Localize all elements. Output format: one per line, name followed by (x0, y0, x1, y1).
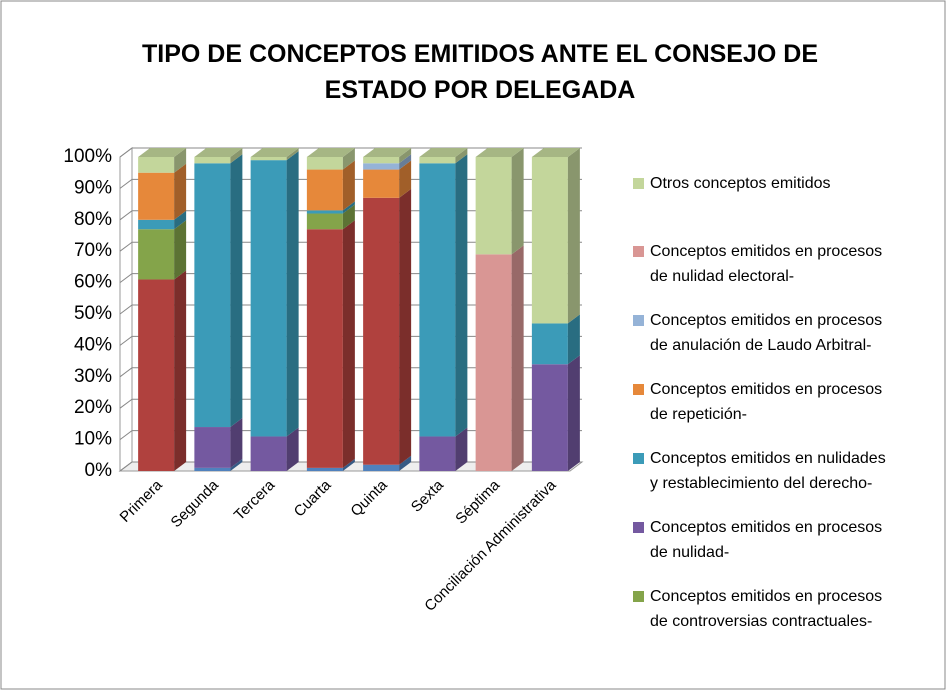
bar-side (567, 355, 580, 471)
y-tick-label: 40% (74, 334, 112, 355)
legend-label: Otros conceptos emitidos (650, 175, 831, 192)
y-tick-label: 50% (74, 303, 112, 324)
bar-segment (306, 229, 343, 468)
bar-segment (306, 213, 343, 230)
bar-side (567, 148, 580, 324)
bar-segment (363, 169, 400, 198)
bar-segment (531, 323, 568, 365)
legend-swatch (633, 522, 644, 533)
bar-segment (363, 163, 400, 170)
bar-segment (250, 157, 287, 161)
bar-segment (306, 467, 343, 471)
bar-side (342, 458, 355, 471)
chart-title: TIPO DE CONCEPTOS EMITIDOS ANTE EL CONSE… (142, 40, 818, 104)
bar-segment (475, 157, 512, 255)
legend-label: Conceptos emitidos en nulidades y restabl… (650, 450, 886, 492)
bar-segment (138, 229, 175, 280)
bar-side (455, 427, 468, 471)
y-tick-label: 20% (74, 397, 112, 418)
y-tick-label: 80% (74, 209, 112, 230)
y-tick-label: 60% (74, 272, 112, 293)
y-tick-label: 0% (85, 460, 113, 481)
bar-side (399, 148, 412, 164)
bar-segment (138, 279, 175, 471)
bar-segment (419, 163, 456, 437)
y-tick-label: 10% (74, 429, 112, 450)
bar-side (342, 204, 355, 230)
bar-segment (138, 172, 175, 220)
legend-label: Conceptos emitidos en procesos de nulidad… (650, 519, 882, 561)
bar-segment (194, 157, 231, 164)
y-tick-label: 100% (63, 146, 112, 167)
bar-side (286, 427, 299, 471)
bar-side (455, 148, 468, 164)
y-tick-label: 90% (74, 177, 112, 198)
legend-label: Conceptos emitidos en procesos de nulidad… (650, 243, 882, 285)
bar-top (250, 148, 299, 157)
bar-side (174, 148, 187, 173)
bar-top (363, 148, 412, 157)
bar-segment (194, 163, 231, 428)
bar-side (230, 148, 243, 164)
legend-label: Conceptos emitidos en procesos de controv… (650, 588, 882, 630)
bar-segment (138, 157, 175, 173)
bar-segment (306, 210, 343, 214)
bar-top (419, 148, 468, 157)
bar-segment (419, 436, 456, 471)
bar-side (230, 458, 243, 471)
bar-side (286, 151, 299, 437)
bar-segment (250, 160, 287, 437)
bar-side (230, 418, 243, 468)
bar-top (194, 148, 243, 157)
legend-swatch (633, 591, 644, 602)
legend-swatch (633, 453, 644, 464)
bar-segment (363, 157, 400, 164)
bar-side (342, 148, 355, 170)
bar-side (230, 154, 243, 428)
bar-segment (419, 157, 456, 164)
bar-segment (531, 157, 568, 324)
bar-side (174, 163, 187, 220)
bar-segment (475, 254, 512, 471)
legend-swatch (633, 315, 644, 326)
bar-top (306, 148, 355, 157)
legend-swatch (633, 384, 644, 395)
bar-side (511, 245, 524, 471)
y-tick-label: 30% (74, 366, 112, 387)
bar-side (567, 314, 580, 365)
bar-segment (363, 197, 400, 465)
bar-side (174, 270, 187, 471)
y-tick-label: 70% (74, 240, 112, 261)
bar-side (511, 148, 524, 255)
bar-side (342, 160, 355, 211)
bar-side (399, 188, 412, 465)
bar-segment (306, 169, 343, 211)
legend-label: Conceptos emitidos en procesos de repetic… (650, 381, 882, 423)
bar-segment (306, 157, 343, 170)
bar-side (174, 220, 187, 280)
bar-side (342, 201, 355, 214)
legend-swatch (633, 178, 644, 189)
bar-side (399, 455, 412, 471)
bar-segment (531, 364, 568, 471)
bar-side (455, 154, 468, 437)
bar-top (475, 148, 524, 157)
bar-side (174, 210, 187, 230)
bar-segment (250, 436, 287, 471)
bar-top (138, 148, 187, 157)
bar-side (342, 220, 355, 468)
legend-swatch (633, 246, 644, 257)
bar-segment (194, 427, 231, 468)
bar-segment (363, 464, 400, 471)
bar-side (399, 154, 412, 170)
bar-side (399, 160, 412, 198)
bar-segment (194, 467, 231, 471)
legend-label: Conceptos emitidos en procesos de anulaci… (650, 312, 882, 354)
bar-top (531, 148, 580, 157)
bar-segment (138, 219, 175, 230)
bar-side (286, 148, 299, 161)
